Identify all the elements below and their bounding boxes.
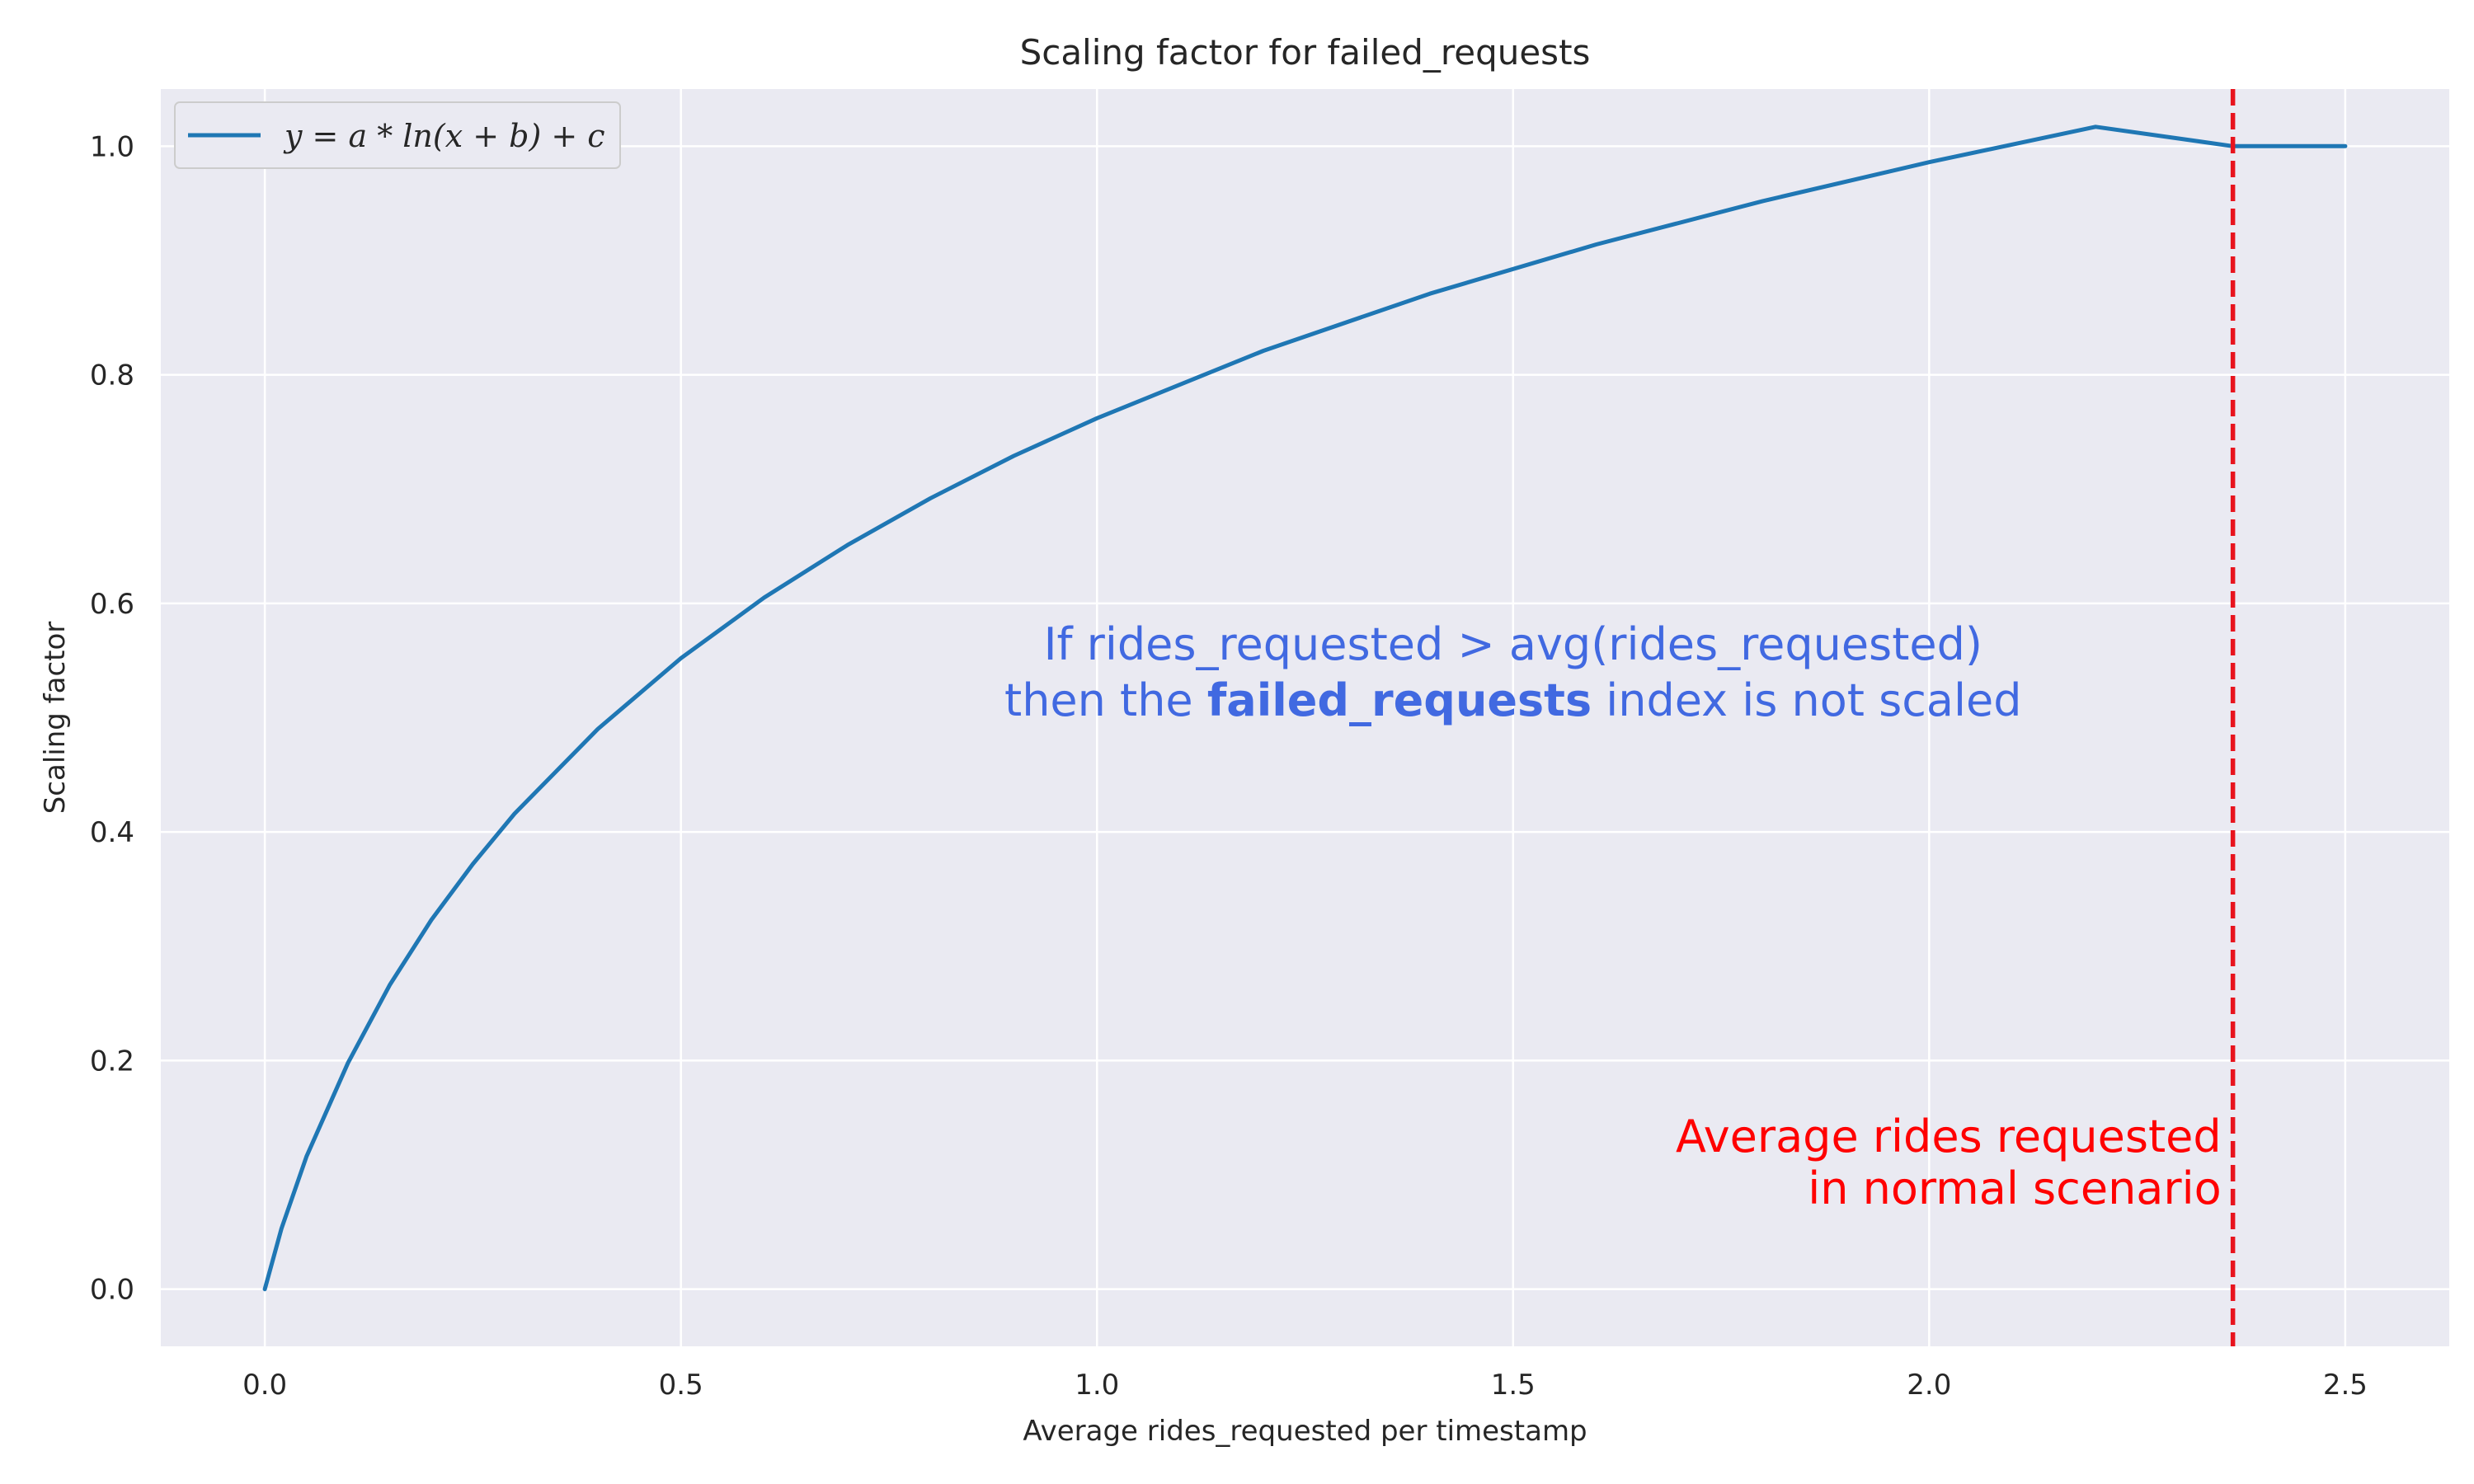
- y-tick-label: 0.8: [90, 359, 134, 392]
- x-tick-label: 2.5: [2323, 1369, 2368, 1402]
- chart-title: Scaling factor for failed_requests: [1020, 32, 1591, 73]
- vline-label-line1: Average rides requested: [1676, 1111, 2222, 1162]
- center-annotation-line2: then the failed_requests index is not sc…: [1004, 674, 2022, 726]
- series-line: [262, 124, 2348, 1292]
- x-tick-label: 1.0: [1075, 1369, 1119, 1402]
- plot-background: [161, 89, 2449, 1346]
- y-axis-ticks: 0.0 0.2 0.4 0.6 0.8 1.0: [90, 130, 134, 1306]
- y-tick-label: 1.0: [90, 130, 134, 163]
- x-tick-label: 1.5: [1491, 1369, 1536, 1402]
- y-tick-label: 0.0: [90, 1274, 134, 1307]
- x-tick-label: 0.5: [659, 1369, 703, 1402]
- y-tick-label: 0.2: [90, 1045, 134, 1078]
- series-layer: [262, 124, 2348, 1292]
- legend-box: [174, 101, 621, 169]
- legend: y = a * ln(x + b) + c: [174, 101, 621, 169]
- y-axis-label: Scaling factor: [39, 622, 72, 815]
- x-tick-label: 0.0: [242, 1369, 287, 1402]
- center-annotation-prefix: then the: [1004, 674, 1207, 726]
- x-axis-label: Average rides_requested per timestamp: [1023, 1415, 1587, 1448]
- legend-label: y = a * ln(x + b) + c: [283, 118, 605, 154]
- y-tick-label: 0.4: [90, 816, 134, 849]
- x-axis-ticks: 0.0 0.5 1.0 1.5 2.0 2.5: [242, 1369, 2368, 1402]
- vline-label-line2: in normal scenario: [1808, 1162, 2221, 1214]
- center-annotation-bold: failed_requests: [1207, 674, 1592, 726]
- y-tick-label: 0.6: [90, 588, 134, 621]
- x-tick-label: 2.0: [1907, 1369, 1951, 1402]
- center-annotation-suffix: index is not scaled: [1592, 674, 2021, 726]
- grid: [161, 89, 2449, 1346]
- center-annotation-line1: If rides_requested > avg(rides_requested…: [1044, 618, 1982, 670]
